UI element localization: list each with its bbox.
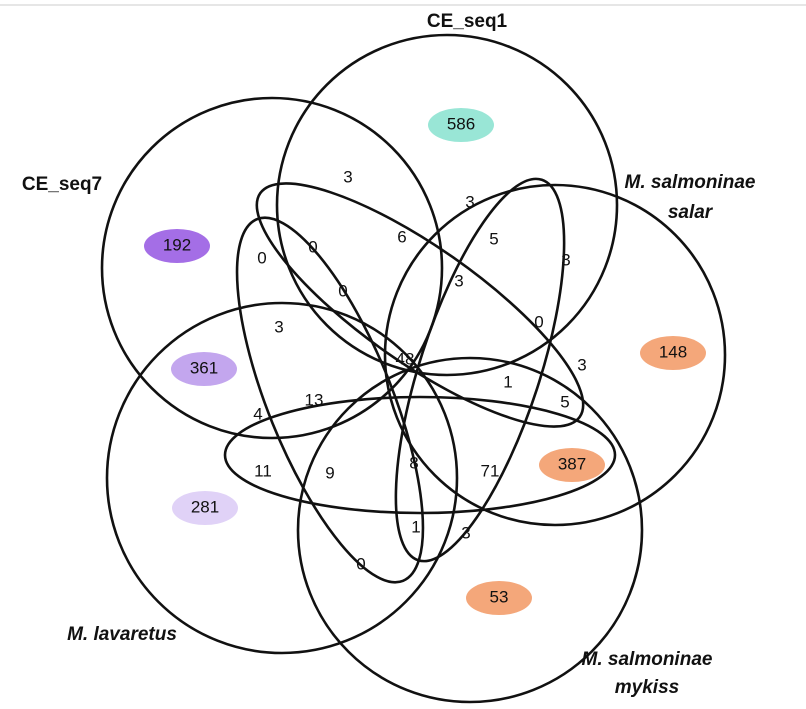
region-count: 387	[558, 454, 586, 473]
region-count: 3	[454, 271, 463, 290]
set-label: CE_seq7	[22, 174, 102, 195]
set-lobe	[223, 395, 617, 515]
region-badge	[171, 352, 237, 386]
set-circle	[296, 356, 644, 704]
region-count: 0	[257, 248, 266, 267]
region-count: 53	[490, 587, 509, 606]
set-label: M. lavaretus	[67, 624, 177, 645]
region-count: 13	[305, 390, 324, 409]
region-count: 281	[191, 497, 219, 516]
set-lobe	[255, 182, 585, 428]
set-circle	[100, 96, 444, 440]
set-label: salar	[668, 202, 714, 223]
region-badge	[144, 229, 210, 263]
region-count: 5	[560, 392, 569, 411]
region-count: 1	[411, 517, 420, 536]
region-badge	[640, 336, 706, 370]
region-count: 3	[465, 192, 474, 211]
region-count: 4	[253, 404, 262, 423]
region-count: 0	[308, 237, 317, 256]
region-count: 9	[325, 463, 334, 482]
region-count: 361	[190, 358, 218, 377]
region-count: 0	[534, 312, 543, 331]
region-count: 8	[409, 453, 418, 472]
region-count: 148	[659, 342, 687, 361]
region-count: 0	[338, 281, 347, 300]
region-count: 48	[396, 349, 415, 368]
region-badge	[172, 491, 238, 525]
region-count: 3	[343, 167, 352, 186]
set-lobe	[235, 216, 425, 584]
region-count: 192	[163, 235, 191, 254]
set-lobe	[394, 177, 566, 563]
set-label: mykiss	[615, 677, 679, 698]
region-count: 71	[481, 461, 500, 480]
set-shapes	[100, 33, 727, 704]
region-count: 6	[397, 227, 406, 246]
set-label: M. salmoninae	[582, 649, 713, 670]
region-count: 5	[489, 229, 498, 248]
region-count: 0	[356, 554, 365, 573]
region-count: 1	[503, 372, 512, 391]
set-circle	[383, 183, 727, 527]
region-count: 3	[461, 523, 470, 542]
set-circle	[275, 33, 619, 377]
region-count: 3	[561, 250, 570, 269]
set-circle	[105, 301, 459, 655]
region-badge	[539, 448, 605, 482]
region-count: 3	[577, 355, 586, 374]
region-badge	[466, 581, 532, 615]
region-count: 586	[447, 114, 475, 133]
region-count: 3	[274, 317, 283, 336]
set-label: M. salmoninae	[625, 172, 756, 193]
set-label: CE_seq1	[427, 11, 508, 32]
region-count: 11	[254, 461, 272, 480]
region-badge	[428, 108, 494, 142]
